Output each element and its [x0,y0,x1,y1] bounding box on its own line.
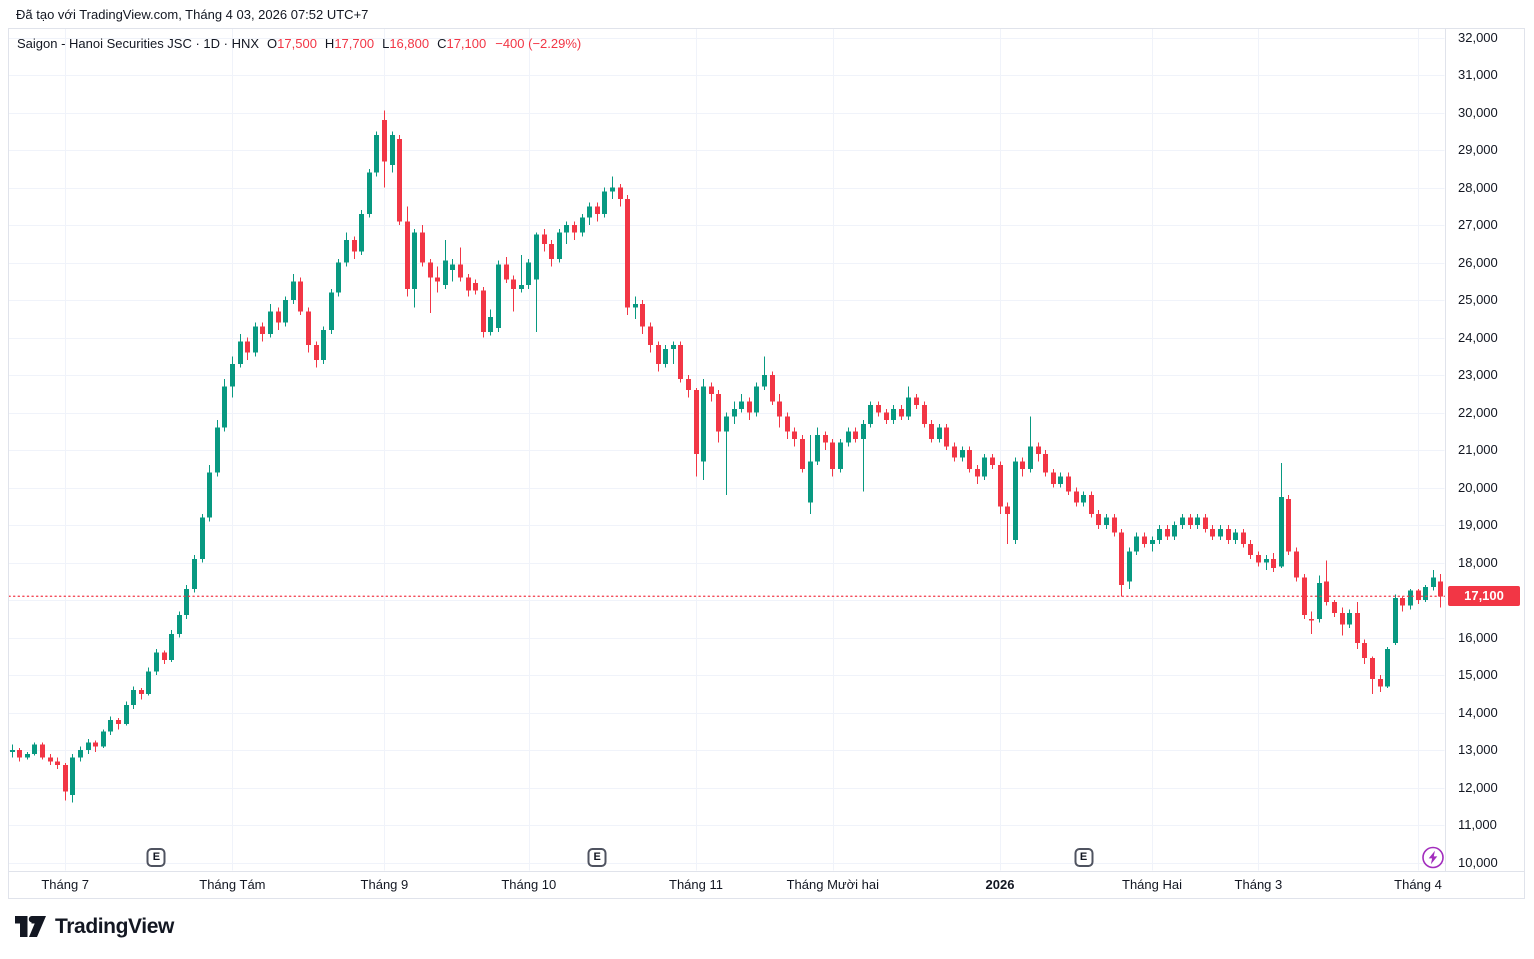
price-tick-label: 21,000 [1458,442,1498,457]
price-tick-label: 14,000 [1458,704,1498,720]
legend-ohlc-value: 16,800 [389,36,430,51]
month-label: 2026 [985,877,1015,892]
symbol-title: Saigon - Hanoi Securities JSC · 1D · HNX [17,36,260,51]
price-tick-label: 25,000 [1458,292,1498,307]
price-tick-label: 27,000 [1458,217,1498,232]
legend-ohlc-values: O17,500 H17,700 L16,800 C17,100 [259,36,486,51]
price-tick-label: 30,000 [1458,104,1498,120]
price-tick-label: 16,000 [1458,629,1498,645]
symbol-legend: Saigon - Hanoi Securities JSC · 1D · HNX… [17,36,581,51]
tradingview-logo-icon [15,916,46,937]
earnings-badge[interactable]: E [1074,848,1094,867]
price-tick-label: 18,000 [1458,554,1498,570]
month-label: Tháng 7 [41,877,90,892]
month-label: Tháng 10 [501,877,557,892]
month-label: Tháng 4 [1394,877,1442,892]
month-label: Tháng 9 [360,877,409,892]
legend-ohlc-key: H [324,36,335,51]
legend-ohlc-key: C [437,36,447,51]
price-tick-label: 12,000 [1458,779,1498,795]
price-tick-label: 28,000 [1458,179,1498,195]
price-tick-label: 32,000 [1458,29,1498,45]
month-label: Tháng 3 [1234,877,1283,892]
grid-lines [9,29,1445,871]
earnings-badge[interactable]: E [587,848,607,867]
candlestick-series [10,110,1443,803]
legend-change: −400 (−2.29%) [495,36,582,51]
tradingview-logo-text: TradingView [55,914,174,938]
price-tick-label: 15,000 [1458,667,1498,682]
price-tick-label: 31,000 [1458,67,1498,82]
month-label: Tháng Mười hai [786,877,879,892]
legend-ohlc-value: 17,100 [446,36,487,51]
tradingview-logo[interactable]: TradingView [15,914,174,939]
price-tick-label: 26,000 [1458,254,1498,270]
month-label: Tháng Tám [199,877,266,892]
price-tick-label: 11,000 [1458,817,1497,832]
legend-ohlc-value: 17,500 [277,36,317,51]
month-label: Tháng Hai [1122,877,1182,892]
price-tick-label: 29,000 [1458,142,1498,157]
chart-frame [8,28,1525,899]
price-tick-label: 24,000 [1458,329,1498,345]
price-tick-label: 10,000 [1458,854,1498,870]
legend-ohlc-key: O [267,36,278,51]
legend-ohlc-key: L [382,36,390,51]
price-tick-label: 20,000 [1458,479,1498,495]
price-tick-label: 13,000 [1458,742,1498,757]
price-tick-label: 19,000 [1458,517,1498,532]
lightning-icon [1422,846,1444,869]
watermark-created-with: Đã tạo với TradingView.com, Tháng 4 03, … [16,7,369,22]
price-tick-label: 23,000 [1458,367,1498,382]
event-lightning-marker[interactable] [1422,846,1445,874]
earnings-badge[interactable]: E [146,848,166,867]
price-tick-label: 22,000 [1458,404,1498,420]
last-price-label: 17,100 [1448,586,1520,607]
legend-ohlc-value: 17,700 [334,36,375,51]
month-label: Tháng 11 [669,877,723,892]
